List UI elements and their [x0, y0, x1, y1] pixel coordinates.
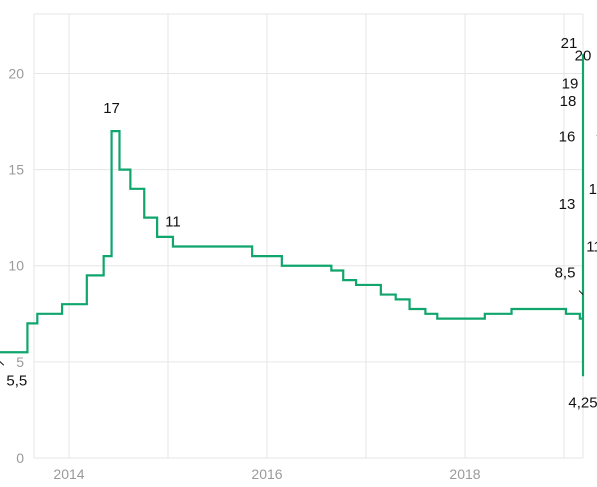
- x-tick-label: 2014: [53, 466, 84, 482]
- series-layer: [0, 54, 585, 377]
- y-tick-label: 15: [8, 162, 24, 178]
- y-tick-label: 0: [16, 450, 24, 466]
- x-tick-label: 2018: [449, 466, 480, 482]
- x-axis-ticks: 201420162018202020222024: [53, 466, 480, 482]
- annotation-leader: [578, 290, 584, 295]
- annotation-label: 13: [559, 196, 576, 213]
- annotation-label: 11: [586, 239, 597, 256]
- annotation-label: 11: [165, 214, 181, 231]
- annotation-label: 16: [559, 128, 576, 145]
- annotation-label: 19: [562, 76, 579, 93]
- grid: [33, 13, 584, 459]
- y-tick-label: 20: [8, 65, 24, 81]
- annotation-label: 17: [103, 100, 120, 117]
- annotation-label: 4,25: [568, 394, 597, 411]
- annotation-label: 21: [561, 35, 578, 52]
- x-tick-label: 2016: [251, 466, 282, 482]
- annotation-label: 17: [596, 123, 597, 140]
- annotation-label: 20: [575, 47, 592, 64]
- annotation-label: 8,5: [555, 265, 576, 282]
- y-tick-label: 5: [16, 354, 24, 370]
- y-axis-ticks: 0 5 10 15 20: [8, 65, 24, 466]
- annotation-label: 5,5: [6, 372, 27, 389]
- annotation-label: 14: [589, 181, 597, 198]
- annotation-label: 18: [560, 93, 577, 110]
- annotation-leader: [0, 361, 5, 366]
- y-tick-label: 10: [8, 258, 24, 274]
- series-line: [0, 54, 585, 377]
